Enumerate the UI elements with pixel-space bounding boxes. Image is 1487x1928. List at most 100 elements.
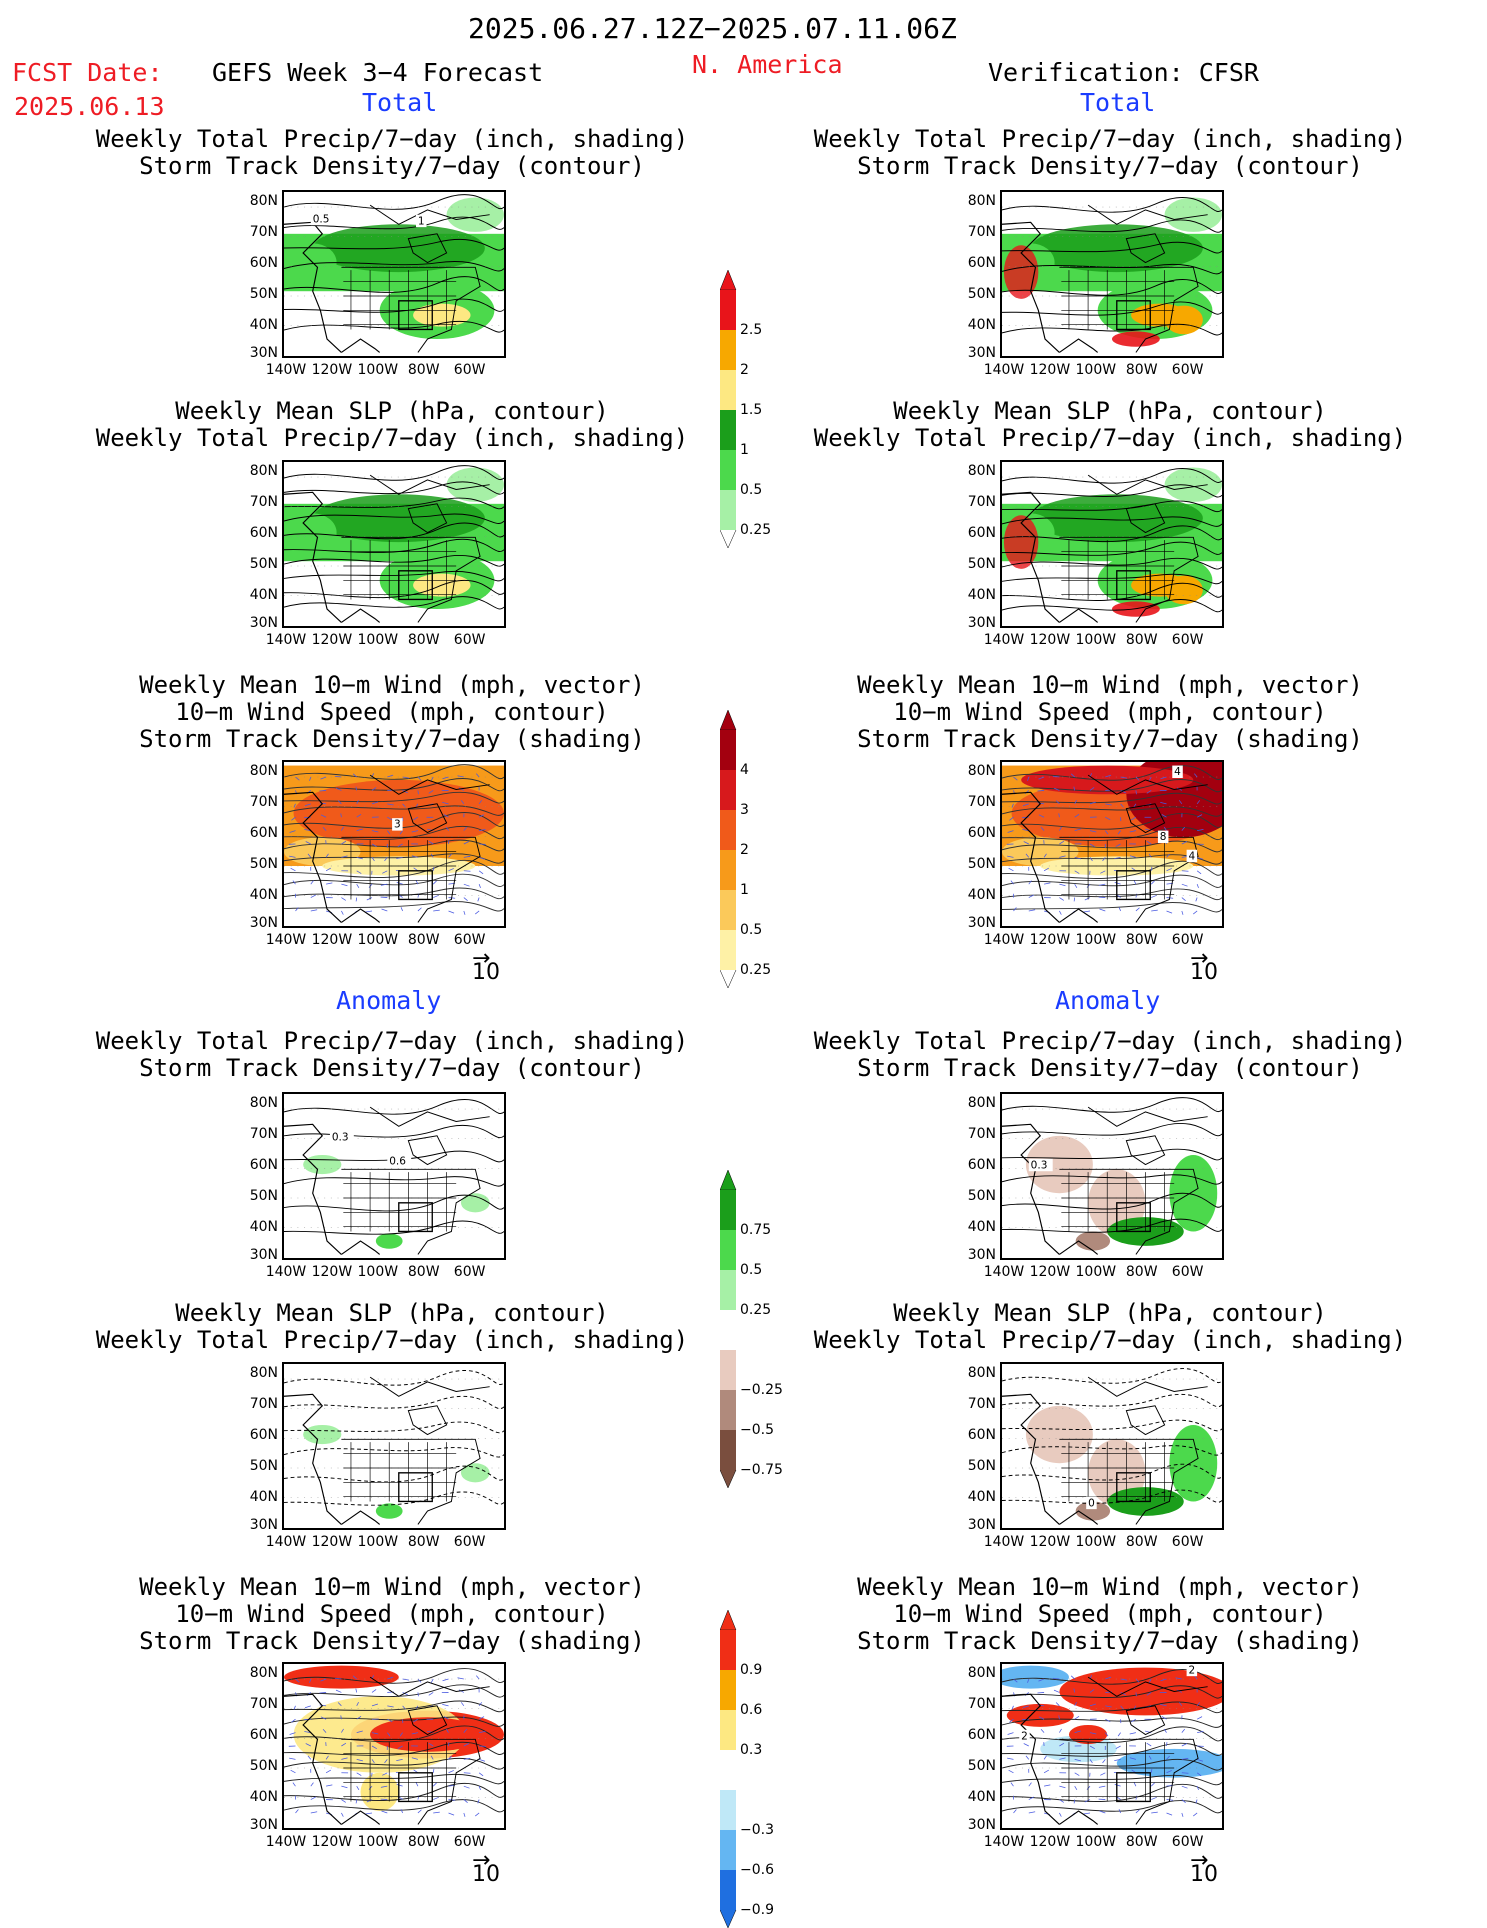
colorbar-tick-label: 3 [740,802,749,818]
lat-tick-label: 50N [238,856,278,872]
panel-title-line: Weekly Total Precip/7−day (inch, shading… [42,425,742,452]
lat-tick-label: 30N [956,615,996,631]
contour-label: 0.3 [332,1132,349,1144]
panel-title-line: Storm Track Density/7−day (shading) [760,726,1460,753]
lat-tick-label: 70N [956,1126,996,1142]
lat-tick-label: 80N [956,463,996,479]
colorbar-swatch [720,770,736,810]
contour-label: 0.3 [1031,1159,1048,1171]
lat-tick-label: 40N [956,887,996,903]
lon-tick-label: 120W [1025,362,1075,378]
lat-tick-label: 80N [238,193,278,209]
section-label-total-left: Total [362,88,437,117]
lat-tick-label: 80N [956,1365,996,1381]
map-plot: 22 [1002,1664,1222,1828]
colorbar-swatch [720,730,736,770]
colorbar-swatch [720,1310,736,1350]
contour-label: 2 [1021,1730,1028,1742]
colorbar-tick-label: 0.25 [740,1302,771,1318]
colorbar-tick-label: 0.5 [740,482,762,498]
colorbar-tick-label: 1.5 [740,402,762,418]
lon-tick-label: 140W [261,932,311,948]
lon-tick-label: 80W [399,1534,449,1550]
colorbar-swatch [720,1830,736,1870]
lat-tick-label: 50N [956,286,996,302]
colorbar-tick-label: 0.25 [740,522,771,538]
lat-tick-label: 50N [956,1458,996,1474]
colorbar-tick-label: −0.3 [740,1822,774,1838]
lon-tick-label: 80W [399,632,449,648]
panel-title-line: Weekly Mean SLP (hPa, contour) [760,398,1460,425]
panel-title: Weekly Mean 10−m Wind (mph, vector)10−m … [760,1574,1460,1655]
colorbar-tick-label: −0.75 [740,1462,783,1478]
lon-tick-label: 100W [1071,632,1121,648]
lat-tick-label: 60N [956,1727,996,1743]
map-panel: 3 [282,760,506,928]
lon-tick-label: 80W [1117,932,1167,948]
map-panel [282,460,506,628]
lon-tick-label: 80W [1117,1834,1167,1850]
colorbar-bottom-triangle [720,1470,736,1488]
panel-title: Weekly Mean SLP (hPa, contour)Weekly Tot… [760,1300,1460,1354]
contour-label: 0.6 [389,1156,406,1168]
lat-tick-label: 40N [238,587,278,603]
panel-title: Weekly Total Precip/7−day (inch, shading… [42,1028,742,1082]
lat-tick-label: 30N [238,345,278,361]
panel-title-line: Storm Track Density/7−day (shading) [42,726,742,753]
lat-tick-label: 60N [238,525,278,541]
lat-tick-label: 30N [238,1817,278,1833]
vector-reference-label: 10 [1190,1862,1218,1887]
lat-tick-label: 30N [956,915,996,931]
colorbar-swatch [720,1630,736,1670]
lat-tick-label: 80N [956,193,996,209]
lon-tick-label: 100W [353,632,403,648]
contour-label: 4 [1174,766,1181,778]
lon-tick-label: 100W [353,1834,403,1850]
colorbar-swatch [720,930,736,970]
map-plot [284,1664,504,1828]
panel-title-line: Weekly Mean 10−m Wind (mph, vector) [760,672,1460,699]
lon-tick-label: 120W [1025,1834,1075,1850]
lat-tick-label: 50N [238,556,278,572]
colorbar [720,1610,760,1928]
lon-tick-label: 100W [1071,362,1121,378]
lat-tick-label: 40N [956,317,996,333]
colorbar-bottom-triangle [720,530,736,548]
map-plot: 484 [1002,762,1222,926]
vector-reference-label: 10 [472,1862,500,1887]
colorbar-tick-label: 1 [740,882,749,898]
map-panel: 0 [1000,1362,1224,1530]
lat-tick-label: 40N [238,887,278,903]
section-label-anomaly-right: Anomaly [1055,986,1160,1015]
colorbar [720,1170,760,1488]
lat-tick-label: 70N [238,1396,278,1412]
lat-tick-label: 60N [956,525,996,541]
lon-tick-label: 80W [1117,362,1167,378]
lat-tick-label: 50N [238,1188,278,1204]
panel-title-line: 10−m Wind Speed (mph, contour) [760,1601,1460,1628]
panel-title-line: Weekly Total Precip/7−day (inch, shading… [42,126,742,153]
colorbar-tick-label: 0.5 [740,1262,762,1278]
lat-tick-label: 70N [956,1396,996,1412]
contour-label: 8 [1160,831,1167,843]
lat-tick-label: 50N [956,556,996,572]
colorbar-tick-label: −0.6 [740,1862,774,1878]
verification-title: Verification: CFSR [988,58,1259,87]
panel-title-line: 10−m Wind Speed (mph, contour) [760,699,1460,726]
colorbar-swatch [720,410,736,450]
panel-title-line: Weekly Mean SLP (hPa, contour) [42,398,742,425]
panel-title-line: 10−m Wind Speed (mph, contour) [42,699,742,726]
colorbar-swatch [720,1430,736,1470]
lat-tick-label: 40N [238,1219,278,1235]
colorbar-swatch [720,810,736,850]
lat-tick-label: 60N [238,1427,278,1443]
lon-tick-label: 80W [1117,632,1167,648]
section-label-total-right: Total [1080,88,1155,117]
lat-tick-label: 50N [956,856,996,872]
lat-tick-label: 30N [956,345,996,361]
panel-title-line: Weekly Mean SLP (hPa, contour) [760,1300,1460,1327]
lat-tick-label: 30N [956,1247,996,1263]
colorbar-bottom-triangle [720,1910,736,1928]
panel-title: Weekly Mean SLP (hPa, contour)Weekly Tot… [42,1300,742,1354]
lon-tick-label: 100W [1071,1264,1121,1280]
